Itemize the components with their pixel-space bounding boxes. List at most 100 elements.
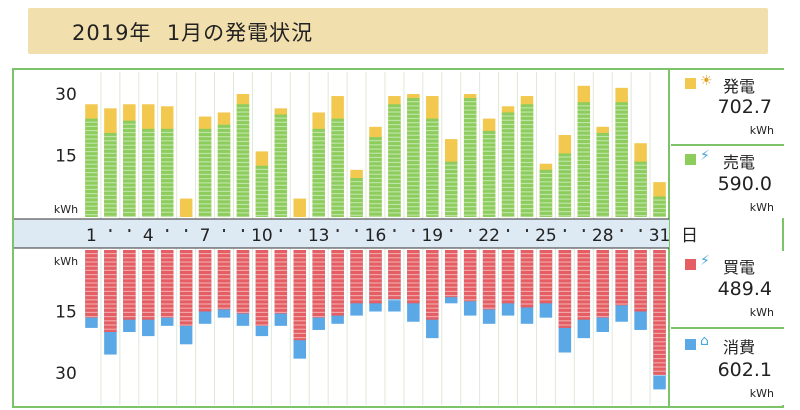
buy-bar (388, 250, 401, 301)
buy-bar (596, 250, 609, 318)
legend-buy-unit: kWh (749, 306, 774, 319)
day-tick-dot (241, 229, 244, 232)
pylon-icon: ⚡ (700, 253, 710, 269)
day-tick-label: 28 (592, 226, 614, 246)
sell-bar (274, 114, 288, 217)
day-tick-dot (128, 229, 131, 232)
top-y-unit: kWh (54, 203, 78, 216)
buy-bar (160, 250, 174, 318)
sell-bar (463, 98, 477, 217)
buy-bar (217, 250, 231, 310)
buy-bar (577, 250, 591, 320)
day-tick-dot (336, 229, 339, 232)
legend-sell-label: 売電 (723, 153, 756, 172)
day-tick-dot (109, 229, 112, 232)
sell-bar (596, 132, 609, 217)
pylon-icon: ⚡ (700, 148, 710, 164)
day-tick-label: 4 (143, 226, 154, 246)
legend-generation-label: 発電 (723, 77, 756, 96)
sell-bar (198, 128, 212, 218)
day-tick-label: 25 (535, 226, 557, 246)
legend-consumption-value: 602.1 (717, 359, 772, 381)
day-tick-dot (355, 229, 358, 232)
legend-sell-swatch (685, 154, 696, 165)
legend-generation-value: 702.7 (717, 96, 772, 118)
buy-bar (85, 250, 98, 318)
legend-sell-unit: kWh (749, 201, 774, 214)
sell-bar (331, 118, 344, 217)
buy-bar (501, 250, 515, 304)
page-title: 2019年 1月の発電状況 (72, 17, 313, 47)
buy-bar (520, 250, 534, 308)
legend-generation-unit: kWh (749, 124, 774, 137)
sell-bar (123, 120, 136, 218)
legend-consumption-swatch (685, 339, 696, 350)
bottom-y-tick-label: 30 (55, 364, 77, 384)
sell-bar (520, 104, 534, 218)
sell-bar (615, 102, 628, 217)
day-tick-label: 31 (649, 226, 671, 246)
day-tick-dot (166, 229, 169, 232)
buy-bar (198, 250, 212, 312)
day-tick-label: 22 (478, 226, 500, 246)
buy-bar (558, 250, 572, 328)
top-y-tick-label: 15 (55, 147, 77, 167)
buy-bar (539, 250, 553, 304)
day-tick-dot (469, 229, 472, 232)
buy-bar (331, 250, 344, 316)
sell-bar (558, 153, 572, 217)
title-year: 2019年 (72, 21, 152, 45)
buy-bar (312, 250, 325, 318)
day-tick-dot (412, 229, 415, 232)
buy-bar (653, 250, 666, 376)
sell-bar (444, 161, 458, 217)
day-tick-dot (298, 229, 301, 232)
legend-generation-swatch (685, 78, 696, 89)
legend-consumption-label: 消費 (723, 338, 756, 357)
buy-bar (236, 250, 250, 314)
legend-generation: ☀ 発電 702.7 kWh (671, 70, 784, 144)
buy-bar (179, 250, 193, 326)
legend-consumption-unit: kWh (749, 387, 774, 400)
day-tick-label: 7 (200, 226, 211, 246)
buy-bar (634, 250, 647, 312)
buy-bar (615, 250, 628, 306)
legend-buy-label: 買電 (723, 258, 756, 277)
day-tick-dot (563, 229, 566, 232)
sell-bar (255, 165, 269, 217)
title-bar: 2019年 1月の発電状況 (28, 8, 768, 54)
buy-bar (482, 250, 496, 310)
buy-bar (426, 250, 439, 320)
sell-bar (426, 118, 439, 217)
day-tick-dot (525, 229, 528, 232)
day-unit-label: 日 (681, 226, 698, 246)
sell-bar (217, 124, 231, 218)
sun-icon: ☀ (700, 73, 713, 89)
top-y-tick-label: 30 (55, 85, 77, 105)
legend-sell: ⚡ 売電 590.0 kWh (671, 146, 784, 218)
buy-bar (255, 250, 269, 326)
sell-bar (85, 118, 98, 217)
day-tick-dot (639, 229, 642, 232)
sell-bar (312, 128, 325, 218)
sell-bar (407, 98, 420, 217)
buy-bar (369, 250, 382, 304)
sell-bar (104, 132, 117, 217)
bottom-y-tick-label: 15 (55, 303, 77, 323)
sell-bar (350, 178, 363, 217)
day-tick-dot (450, 229, 453, 232)
day-tick-dot (185, 229, 188, 232)
buy-bar (463, 250, 477, 302)
day-tick-label: 19 (421, 226, 443, 246)
day-tick-dot (507, 229, 510, 232)
day-band (14, 219, 669, 248)
sell-bar (539, 169, 553, 217)
title-month: 1月の発電状況 (166, 21, 314, 45)
house-icon: ⌂ (700, 333, 709, 349)
buy-bar (104, 250, 117, 332)
buy-bar (350, 250, 363, 304)
buy-bar (123, 250, 136, 320)
generation-bar (293, 198, 307, 217)
legend-consumption: ⌂ 消費 602.1 kWh (671, 329, 784, 405)
